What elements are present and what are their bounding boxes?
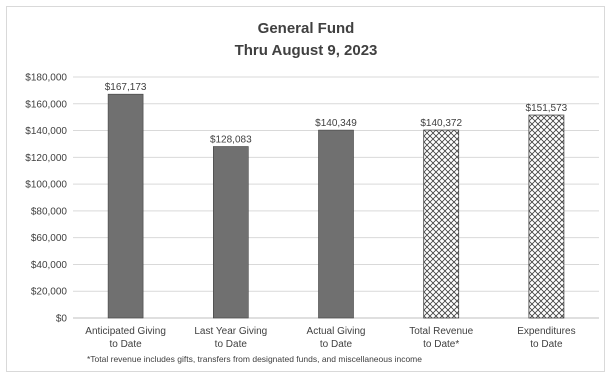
- bar-chart: General Fund Thru August 9, 2023 $0 $20,0…: [25, 20, 599, 364]
- y-tick-label: $0: [56, 314, 68, 325]
- y-tick-label: $120,000: [25, 153, 67, 164]
- y-tick-label: $100,000: [25, 180, 67, 191]
- bar: [213, 146, 249, 319]
- y-tick-label: $180,000: [25, 73, 67, 84]
- bar: [318, 129, 354, 319]
- x-category-label: Last Year Giving: [194, 326, 267, 337]
- bars: [107, 93, 565, 319]
- y-tick-label: $80,000: [31, 206, 68, 217]
- data-label: $167,173: [105, 82, 147, 93]
- chart-frame: General Fund Thru August 9, 2023 $0 $20,0…: [6, 6, 605, 372]
- x-category-label: to Date: [109, 339, 142, 350]
- chart-title: General Fund: [258, 20, 355, 37]
- data-labels: $167,173 $128,083 $140,349 $140,372 $151,573: [105, 82, 568, 145]
- y-tick-label: $140,000: [25, 126, 67, 137]
- chart-subtitle: Thru August 9, 2023: [235, 42, 378, 59]
- x-category-label: to Date: [215, 339, 248, 350]
- data-label: $128,083: [210, 135, 252, 146]
- bar: [528, 114, 565, 319]
- bar: [107, 93, 144, 319]
- y-tick-label: $40,000: [31, 260, 68, 271]
- bar: [423, 129, 460, 319]
- x-category-label: to Date: [320, 339, 353, 350]
- footnote: *Total revenue includes gifts, transfers…: [87, 354, 422, 364]
- data-label: $151,573: [526, 103, 568, 114]
- y-tick-label: $60,000: [31, 233, 68, 244]
- y-tick-label: $20,000: [31, 287, 68, 298]
- x-category-label: to Date*: [423, 339, 459, 350]
- category-labels: Anticipated Giving to Date Last Year Givin…: [85, 326, 575, 350]
- data-label: $140,349: [315, 118, 357, 129]
- x-category-label: to Date: [530, 339, 563, 350]
- x-category-label: Total Revenue: [409, 326, 473, 337]
- y-axis-ticks: $0 $20,000 $40,000 $60,000 $80,000 $100,000 $1…: [25, 73, 67, 325]
- data-label: $140,372: [420, 118, 462, 129]
- x-category-label: Actual Giving: [307, 326, 366, 337]
- x-category-label: Expenditures: [517, 326, 575, 337]
- y-tick-label: $160,000: [25, 99, 67, 110]
- x-category-label: Anticipated Giving: [85, 326, 166, 337]
